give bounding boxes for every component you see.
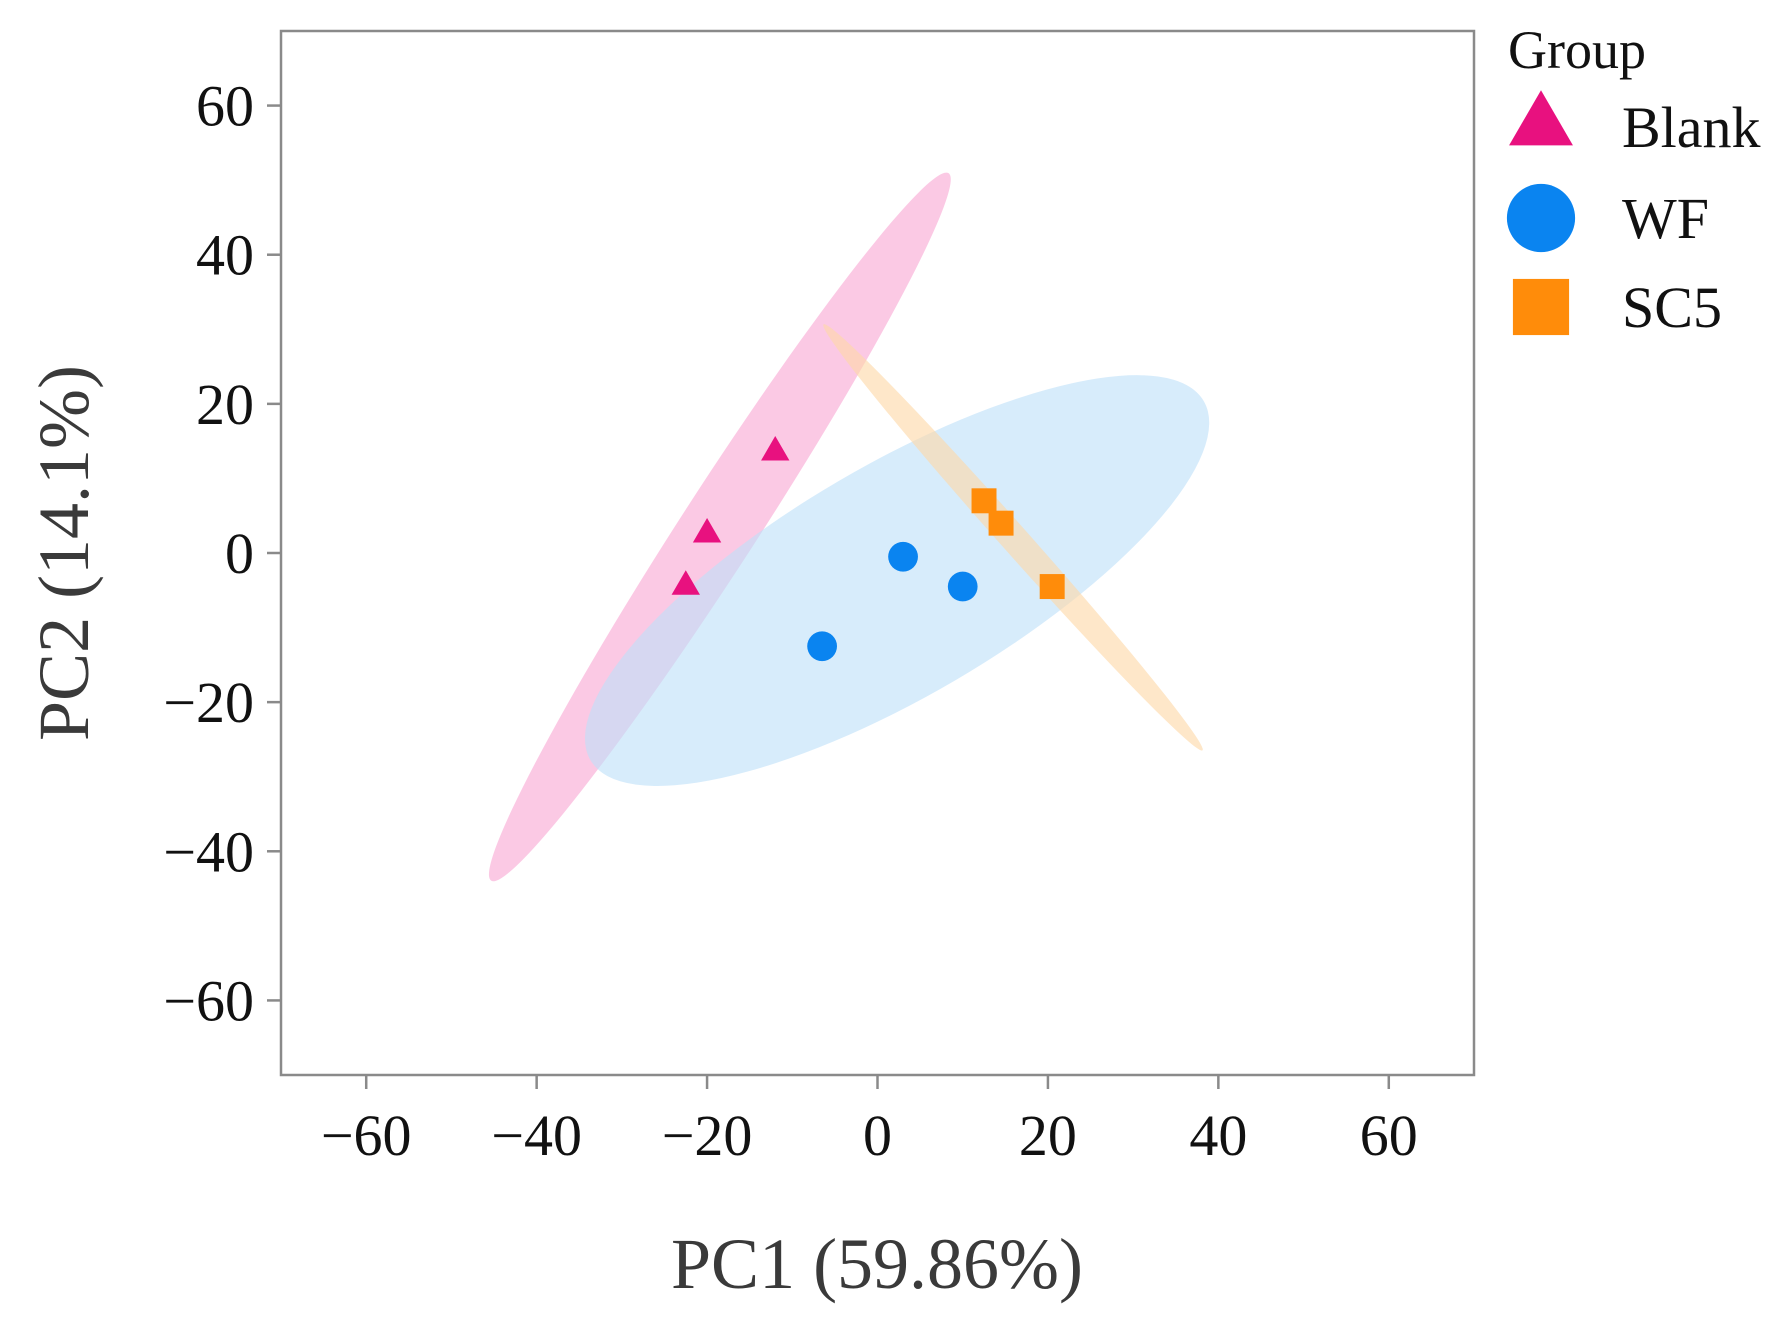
point-blank-2 (692, 518, 722, 543)
legend-key-blank (1509, 90, 1573, 146)
x-tick-label: −20 (662, 1103, 753, 1168)
x-axis: −60 −40 −20 0 20 40 60 (321, 1075, 1418, 1168)
point-blank-1 (761, 436, 790, 461)
point-sc5-3 (1039, 574, 1065, 600)
legend-key-sc5 (1512, 278, 1570, 336)
y-tick-label: −40 (163, 819, 254, 884)
y-tick-label: 60 (196, 74, 254, 139)
point-blank-3 (671, 570, 700, 595)
x-tick-label: 0 (863, 1103, 892, 1168)
legend-label-blank: Blank (1622, 95, 1761, 160)
x-axis-title: PC1 (59.86%) (671, 1224, 1083, 1304)
legend-label-wf: WF (1622, 186, 1709, 251)
y-axis-title: PC2 (14.1%) (24, 365, 104, 741)
confidence-ellipses (488, 172, 1210, 882)
y-axis: 60 40 20 0 −20 −40 −60 (163, 74, 281, 1033)
x-tick-label: 40 (1189, 1103, 1247, 1168)
x-tick-label: 20 (1019, 1103, 1077, 1168)
legend-key-wf (1506, 183, 1576, 253)
legend-label-sc5: SC5 (1622, 275, 1722, 340)
point-wf-1 (888, 541, 918, 572)
y-tick-label: 20 (196, 372, 254, 437)
y-tick-label: −20 (163, 670, 254, 735)
point-wf-3 (807, 631, 837, 662)
legend: Blank WF SC5 (1506, 90, 1761, 340)
point-sc5-1 (971, 488, 997, 514)
ellipse-sc5 (823, 324, 1203, 751)
data-points (671, 436, 1065, 662)
ellipse-wf (584, 375, 1210, 786)
x-tick-label: −40 (491, 1103, 582, 1168)
x-tick-label: −60 (321, 1103, 412, 1168)
y-tick-label: −60 (163, 968, 254, 1033)
point-wf-2 (947, 571, 978, 602)
point-sc5-2 (988, 510, 1014, 536)
y-tick-label: 40 (196, 223, 254, 288)
legend-title: Group (1508, 20, 1646, 80)
y-tick-label: 0 (225, 521, 254, 586)
x-tick-label: 60 (1360, 1103, 1418, 1168)
